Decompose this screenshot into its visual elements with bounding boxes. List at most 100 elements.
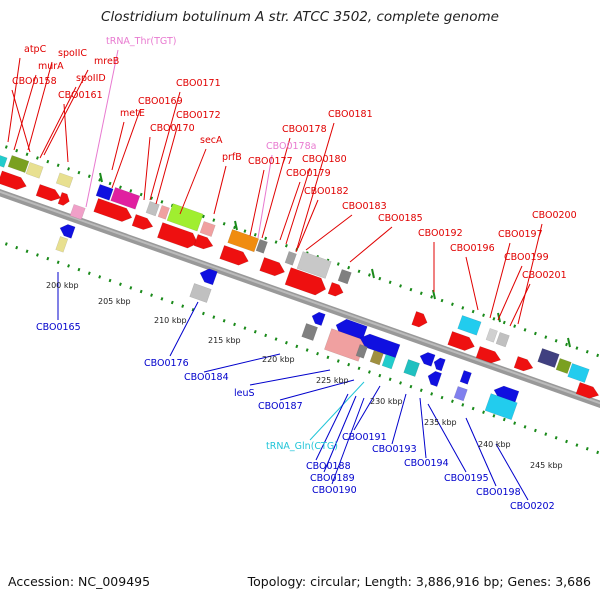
gene-label: tRNA_Gln(CTG)	[266, 441, 338, 452]
gene-label: CBO0172	[176, 110, 221, 121]
gene-label: spoIIC	[58, 48, 87, 59]
scale-ticks: 200 kbp 205 kbp 210 kbp 215 kbp 220 kbp 225 k…	[46, 281, 563, 470]
gene-feature	[227, 229, 260, 253]
gene-feature	[453, 386, 468, 402]
gene-feature	[131, 214, 154, 230]
gene-feature	[475, 346, 502, 364]
label-connector	[39, 86, 77, 159]
gene-feature	[0, 170, 27, 191]
label-connector	[295, 122, 335, 253]
label-connector	[285, 167, 311, 245]
gene-label: tRNA_Thr(TGT)	[106, 36, 176, 47]
gene-feature	[259, 257, 285, 277]
gene-feature	[457, 315, 482, 336]
gene-feature	[7, 155, 30, 173]
gene-label: CBO0192	[418, 228, 463, 239]
label-connector	[11, 89, 31, 153]
label-connector	[111, 121, 125, 171]
track-tick	[99, 172, 103, 183]
scale-tick-label: 230 kbp	[370, 397, 403, 406]
gene-label: CBO0177	[248, 156, 293, 167]
scale-tick-label: 200 kbp	[46, 281, 79, 290]
gene-feature	[403, 359, 420, 377]
label-connector	[155, 123, 179, 205]
gene-label: CBO0201	[522, 270, 567, 281]
gene-label: CBO0185	[378, 213, 423, 224]
gene-label: CBO0171	[176, 78, 221, 89]
gene-feature	[95, 184, 114, 201]
gene-label: CBO0199	[504, 252, 549, 263]
gene-label: CBO0184	[184, 372, 229, 383]
scale-tick-label: 220 kbp	[262, 355, 295, 364]
gene-feature	[495, 332, 510, 348]
gene-feature	[459, 370, 472, 385]
genome-summary-text: Topology: circular; Length: 3,886,916 bp…	[247, 574, 591, 589]
label-connector	[331, 397, 365, 485]
label-connector	[279, 181, 301, 241]
gene-feature	[57, 192, 70, 206]
scale-tick-label: 215 kbp	[208, 336, 241, 345]
gene-feature	[93, 198, 133, 222]
gene-feature	[419, 352, 436, 367]
label-connector	[27, 61, 53, 151]
gene-feature	[219, 245, 249, 266]
track-tick	[432, 289, 436, 300]
gene-feature	[575, 382, 600, 399]
gene-feature	[311, 311, 326, 326]
gene-feature	[55, 236, 69, 253]
label-connector	[305, 214, 353, 251]
gene-label: CBO0189	[310, 473, 355, 484]
gene-label: CBO0178	[282, 124, 327, 135]
map-title: Clostridium botulinum A str. ATCC 3502, …	[101, 9, 499, 25]
scale-tick-label: 245 kbp	[530, 461, 563, 470]
gene-label: CBO0188	[306, 461, 351, 472]
gene-feature	[199, 268, 218, 286]
label-connector	[279, 379, 355, 401]
gene-feature	[193, 234, 214, 250]
gene-label: CBO0198	[476, 487, 521, 498]
gene-feature	[199, 221, 216, 237]
gene-label: murA	[38, 61, 64, 72]
gene-label: CBO0178a	[266, 141, 316, 152]
gene-label: prfB	[222, 152, 242, 163]
label-connector	[85, 49, 119, 208]
scale-tick-label: 210 kbp	[154, 316, 187, 325]
gene-feature	[157, 205, 170, 220]
label-connector	[213, 165, 227, 215]
label-connector	[353, 385, 381, 431]
gene-feature	[284, 267, 327, 296]
gene-feature	[411, 311, 428, 328]
gene-label: CBO0161	[58, 90, 103, 101]
gene-feature	[145, 201, 160, 217]
gene-feature	[110, 187, 141, 210]
gene-label: mreB	[94, 56, 119, 67]
label-connector	[315, 393, 349, 461]
scale-tick-label: 240 kbp	[478, 440, 511, 449]
label-connectors	[7, 49, 543, 501]
gene-label: CBO0170	[150, 123, 195, 134]
gene-feature	[433, 357, 446, 372]
gene-label: metE	[120, 108, 145, 119]
gene-feature	[327, 282, 344, 297]
label-connector	[349, 226, 393, 263]
gene-feature	[69, 204, 86, 220]
gene-label: CBO0158	[12, 76, 57, 87]
gene-feature	[537, 348, 560, 368]
label-connector	[111, 109, 141, 189]
label-connector	[63, 103, 69, 163]
gene-label: CBO0191	[342, 432, 387, 443]
label-connector	[249, 369, 331, 386]
label-connector	[143, 136, 151, 201]
gene-feature	[166, 203, 204, 232]
gene-label: CBO0180	[302, 154, 347, 165]
gene-feature	[485, 328, 498, 343]
gene-label: CBO0183	[342, 201, 387, 212]
label-connector	[427, 403, 467, 473]
gene-label: CBO0179	[286, 168, 331, 179]
gene-feature	[35, 184, 62, 202]
gene-feature	[55, 172, 74, 189]
label-connector	[465, 417, 497, 487]
label-connector	[297, 199, 319, 249]
gene-feature	[427, 370, 442, 387]
